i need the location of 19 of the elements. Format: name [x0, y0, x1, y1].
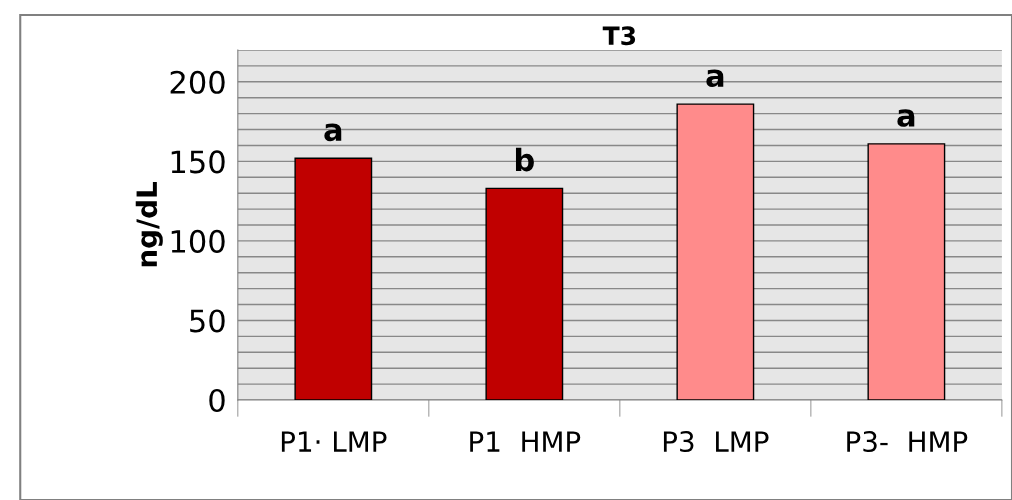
y-tick-label: 100	[171, 229, 225, 253]
bar	[294, 157, 373, 400]
bar	[676, 103, 755, 400]
y-axis-title: ng/dL	[135, 182, 163, 267]
x-tick-label: P3- HMP	[847, 431, 968, 453]
x-tick-label: P1 HMP	[470, 431, 581, 452]
y-tick-label: 0	[209, 388, 225, 413]
annotation: a	[324, 123, 342, 142]
bar	[485, 187, 564, 400]
y-tick-label: 50	[190, 309, 225, 333]
y-tick-label: 200	[170, 70, 225, 94]
bar	[867, 143, 946, 400]
x-tick-label: P3 LMP	[663, 431, 769, 453]
x-tick-label: P1· LMP	[281, 431, 387, 452]
y-tick-label: 150	[171, 150, 225, 174]
annotation: a	[897, 109, 915, 127]
annotation: a	[706, 69, 724, 88]
chart-title: T3	[602, 26, 636, 46]
annotation: b	[515, 147, 534, 172]
